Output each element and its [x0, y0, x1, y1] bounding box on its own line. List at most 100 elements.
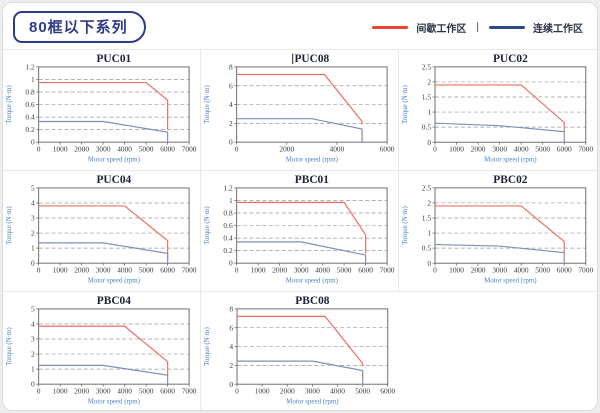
svg-text:3000: 3000 [294, 266, 309, 275]
svg-text:6000: 6000 [557, 145, 572, 154]
svg-text:0: 0 [235, 145, 239, 154]
svg-text:3: 3 [31, 214, 35, 223]
svg-text:1.2: 1.2 [25, 63, 35, 72]
x-axis-label: Motor speed (rpm) [286, 277, 338, 284]
chart-title: PBC01 [295, 174, 329, 186]
x-axis-label: Motor speed (rpm) [88, 398, 140, 405]
svg-text:4000: 4000 [117, 145, 132, 154]
svg-text:6: 6 [229, 323, 233, 332]
chart-grid: 0 0.2 0.4 0.6 0.8 1 1.2 0 1000 2000 3000 4000 5000 60… [3, 49, 597, 410]
svg-text:5000: 5000 [139, 145, 154, 154]
intermittent-zone-line-icon [372, 25, 409, 29]
svg-text:1.5: 1.5 [422, 214, 432, 223]
svg-text:0: 0 [31, 138, 35, 147]
chart-title: PUC02 [493, 53, 528, 65]
chart-panel-PBC01: 0 0.2 0.4 0.6 0.8 1 1.2 0 1000 2000 3000 4000 5000 60… [201, 171, 399, 292]
chart-panel-PBC02: 0 0.5 1 1.5 2 2.5 0 1000 2000 3000 4000 5000 6000 700… [399, 171, 597, 292]
text-cursor [292, 53, 294, 64]
svg-text:3: 3 [31, 335, 35, 344]
svg-text:1: 1 [427, 229, 431, 238]
svg-text:1: 1 [229, 196, 233, 205]
chart-panel-PUC04: 0 1 2 3 4 5 0 1000 2000 3000 4000 5000 6000 7000 PUC04… [3, 171, 201, 292]
x-axis-label: Motor speed (rpm) [88, 156, 140, 163]
y-axis-label: Torque (N·m) [401, 206, 409, 245]
chart-panel-PUC02: 0 0.5 1 1.5 2 2.5 0 1000 2000 3000 4000 5000 6000 700… [399, 50, 597, 171]
svg-text:0.6: 0.6 [25, 100, 35, 109]
svg-text:2.5: 2.5 [422, 62, 432, 71]
svg-text:0.6: 0.6 [223, 221, 233, 230]
svg-text:0.4: 0.4 [223, 234, 233, 243]
y-axis-label: Torque (N·m) [401, 85, 409, 124]
svg-text:1.5: 1.5 [422, 93, 432, 102]
svg-text:1000: 1000 [251, 266, 266, 275]
svg-text:1: 1 [31, 365, 35, 374]
continuous-zone-line-icon [489, 25, 525, 29]
svg-text:5000: 5000 [139, 266, 154, 275]
svg-text:4: 4 [229, 100, 233, 109]
y-axis-label: Torque (N·m) [6, 327, 13, 365]
svg-text:0: 0 [37, 145, 41, 154]
svg-text:0: 0 [229, 138, 233, 147]
legend-label-continuous: 连续工作区 [533, 23, 583, 35]
svg-text:0: 0 [229, 380, 233, 389]
x-axis-label: Motor speed (rpm) [286, 398, 338, 406]
svg-text:8: 8 [229, 304, 233, 313]
svg-text:4000: 4000 [117, 266, 132, 275]
svg-text:0.2: 0.2 [25, 125, 35, 134]
svg-text:7000: 7000 [182, 145, 197, 154]
svg-text:2: 2 [427, 78, 431, 87]
svg-text:2000: 2000 [471, 145, 486, 154]
svg-text:5000: 5000 [355, 387, 370, 396]
svg-text:4000: 4000 [315, 266, 330, 275]
svg-text:0: 0 [235, 266, 239, 275]
series-title-badge: 80框以下系列 [13, 11, 146, 43]
svg-text:0.5: 0.5 [422, 123, 432, 132]
svg-text:4: 4 [31, 320, 35, 329]
legend: 间歇工作区 | 连续工作区 [372, 20, 583, 35]
svg-text:6000: 6000 [557, 266, 572, 275]
svg-text:8: 8 [229, 63, 233, 72]
svg-text:3000: 3000 [492, 145, 507, 154]
svg-text:0: 0 [427, 259, 431, 268]
svg-text:2.5: 2.5 [422, 183, 432, 192]
chart-PBC04: 0 1 2 3 4 5 0 1000 2000 3000 4000 5000 6000 7000 PBC04… [6, 295, 197, 405]
svg-text:5000: 5000 [535, 266, 550, 275]
svg-text:4000: 4000 [330, 387, 345, 396]
svg-text:3000: 3000 [96, 145, 111, 154]
svg-text:0.2: 0.2 [223, 246, 233, 255]
svg-text:2000: 2000 [74, 387, 89, 396]
svg-text:6000: 6000 [380, 145, 395, 154]
svg-text:2000: 2000 [280, 387, 295, 396]
chart-title: PUC01 [96, 53, 131, 65]
svg-text:7000: 7000 [380, 266, 395, 275]
svg-text:2: 2 [229, 361, 233, 370]
svg-text:3000: 3000 [492, 266, 507, 275]
chart-PUC04: 0 1 2 3 4 5 0 1000 2000 3000 4000 5000 6000 7000 PUC04… [6, 174, 197, 284]
svg-text:1: 1 [427, 108, 431, 117]
svg-text:7000: 7000 [578, 145, 593, 154]
chart-title: PBC08 [295, 295, 329, 307]
x-axis-label: Motor speed (rpm) [286, 156, 338, 163]
y-axis-label: Torque (N·m) [6, 206, 13, 244]
svg-text:6000: 6000 [358, 266, 373, 275]
legend-label-intermittent: 间歇工作区 [416, 23, 467, 35]
svg-text:6000: 6000 [160, 266, 175, 275]
svg-text:1000: 1000 [53, 387, 68, 396]
svg-text:4000: 4000 [330, 145, 345, 154]
svg-text:2: 2 [427, 199, 431, 208]
svg-text:2000: 2000 [74, 145, 89, 154]
svg-text:1000: 1000 [255, 387, 270, 396]
svg-text:4: 4 [31, 199, 35, 208]
svg-text:1: 1 [31, 244, 35, 253]
svg-text:2: 2 [31, 229, 35, 238]
svg-text:7000: 7000 [182, 387, 197, 396]
y-axis-label: Torque (N·m) [204, 206, 211, 244]
svg-text:2000: 2000 [471, 266, 486, 275]
svg-text:7000: 7000 [578, 266, 593, 275]
svg-text:4000: 4000 [514, 145, 529, 154]
chart-PUC01: 0 0.2 0.4 0.6 0.8 1 1.2 0 1000 2000 3000 4000 5000 60… [6, 53, 197, 163]
svg-text:5000: 5000 [337, 266, 352, 275]
svg-text:0.8: 0.8 [25, 88, 35, 97]
svg-text:7000: 7000 [182, 266, 197, 275]
